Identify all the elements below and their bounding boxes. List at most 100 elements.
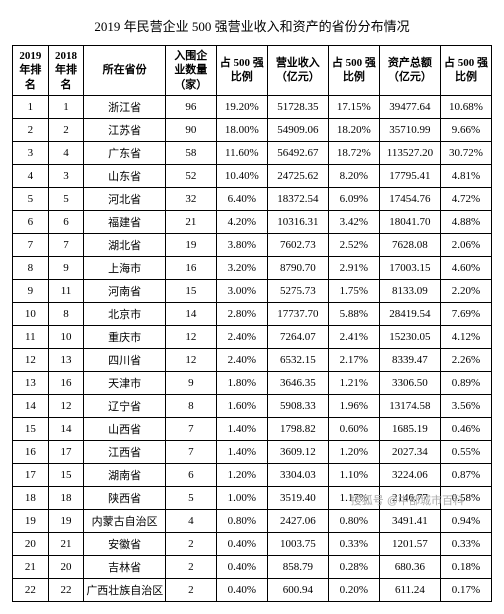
table-cell: 河南省 <box>84 279 166 302</box>
table-cell: 0.20% <box>328 578 379 601</box>
table-cell: 19 <box>48 509 84 532</box>
table-cell: 5 <box>13 187 49 210</box>
table-cell: 0.80% <box>216 509 267 532</box>
table-cell: 1798.82 <box>267 417 328 440</box>
table-cell: 14 <box>48 417 84 440</box>
table-cell: 5 <box>48 187 84 210</box>
table-cell: 1.00% <box>216 486 267 509</box>
table-cell: 10.68% <box>440 95 491 118</box>
table-row: 22江苏省9018.00%54909.0618.20%35710.999.66% <box>13 118 492 141</box>
table-row: 1919内蒙古自治区40.80%2427.060.80%3491.410.94% <box>13 509 492 532</box>
table-cell: 0.40% <box>216 555 267 578</box>
table-cell: 0.18% <box>440 555 491 578</box>
table-cell: 湖南省 <box>84 463 166 486</box>
table-cell: 0.80% <box>328 509 379 532</box>
table-cell: 19.20% <box>216 95 267 118</box>
table-cell: 21 <box>165 210 216 233</box>
column-header: 2018年排名 <box>48 46 84 96</box>
table-cell: 17737.70 <box>267 302 328 325</box>
table-cell: 19 <box>13 509 49 532</box>
table-cell: 9 <box>48 256 84 279</box>
table-cell: 3306.50 <box>379 371 440 394</box>
table-cell: 12 <box>13 348 49 371</box>
table-cell: 8339.47 <box>379 348 440 371</box>
table-cell: 1.60% <box>216 394 267 417</box>
table-cell: 3.56% <box>440 394 491 417</box>
table-cell: 18372.54 <box>267 187 328 210</box>
column-header: 所在省份 <box>84 46 166 96</box>
table-cell: 2146.77 <box>379 486 440 509</box>
table-cell: 内蒙古自治区 <box>84 509 166 532</box>
table-cell: 17 <box>13 463 49 486</box>
table-cell: 山东省 <box>84 164 166 187</box>
table-row: 1110重庆市122.40%7264.072.41%15230.054.12% <box>13 325 492 348</box>
table-cell: 安徽省 <box>84 532 166 555</box>
column-header: 2019年排名 <box>13 46 49 96</box>
table-cell: 5908.33 <box>267 394 328 417</box>
column-header: 入围企业数量（家） <box>165 46 216 96</box>
table-cell: 18041.70 <box>379 210 440 233</box>
table-row: 89上海市163.20%8790.702.91%17003.154.60% <box>13 256 492 279</box>
table-cell: 4 <box>13 164 49 187</box>
table-cell: 3491.41 <box>379 509 440 532</box>
table-cell: 0.58% <box>440 486 491 509</box>
table-cell: 3 <box>13 141 49 164</box>
table-cell: 广西壮族自治区 <box>84 578 166 601</box>
table-cell: 7 <box>13 233 49 256</box>
table-cell: 9 <box>13 279 49 302</box>
table-cell: 福建省 <box>84 210 166 233</box>
table-cell: 0.17% <box>440 578 491 601</box>
table-cell: 51728.35 <box>267 95 328 118</box>
table-cell: 0.60% <box>328 417 379 440</box>
table-row: 43山东省5210.40%24725.628.20%17795.414.81% <box>13 164 492 187</box>
table-cell: 96 <box>165 95 216 118</box>
table-cell: 14 <box>13 394 49 417</box>
table-cell: 0.46% <box>440 417 491 440</box>
table-cell: 1.75% <box>328 279 379 302</box>
table-cell: 17454.76 <box>379 187 440 210</box>
table-cell: 1.21% <box>328 371 379 394</box>
table-cell: 10 <box>13 302 49 325</box>
table-cell: 北京市 <box>84 302 166 325</box>
table-cell: 24725.62 <box>267 164 328 187</box>
table-cell: 7.69% <box>440 302 491 325</box>
table-cell: 1.10% <box>328 463 379 486</box>
table-cell: 0.94% <box>440 509 491 532</box>
table-cell: 2.80% <box>216 302 267 325</box>
table-cell: 4 <box>165 509 216 532</box>
table-cell: 17.15% <box>328 95 379 118</box>
table-cell: 7602.73 <box>267 233 328 256</box>
table-cell: 19 <box>165 233 216 256</box>
table-cell: 4.88% <box>440 210 491 233</box>
table-row: 911河南省153.00%5275.731.75%8133.092.20% <box>13 279 492 302</box>
table-cell: 13 <box>13 371 49 394</box>
table-cell: 8 <box>48 302 84 325</box>
table-cell: 湖北省 <box>84 233 166 256</box>
table-cell: 辽宁省 <box>84 394 166 417</box>
table-cell: 16 <box>48 371 84 394</box>
table-cell: 858.79 <box>267 555 328 578</box>
table-cell: 17 <box>48 440 84 463</box>
table-row: 34广东省5811.60%56492.6718.72%113527.2030.7… <box>13 141 492 164</box>
table-cell: 21 <box>48 532 84 555</box>
table-cell: 17003.15 <box>379 256 440 279</box>
table-cell: 9 <box>165 371 216 394</box>
table-row: 2120吉林省20.40%858.790.28%680.360.18% <box>13 555 492 578</box>
table-cell: 4 <box>48 141 84 164</box>
table-cell: 1.40% <box>216 440 267 463</box>
table-cell: 2027.34 <box>379 440 440 463</box>
column-header: 占 500 强比例 <box>328 46 379 96</box>
table-cell: 8 <box>13 256 49 279</box>
table-cell: 四川省 <box>84 348 166 371</box>
table-cell: 6.09% <box>328 187 379 210</box>
table-cell: 113527.20 <box>379 141 440 164</box>
table-cell: 15 <box>48 463 84 486</box>
table-cell: 2427.06 <box>267 509 328 532</box>
table-row: 1412辽宁省81.60%5908.331.96%13174.583.56% <box>13 394 492 417</box>
table-cell: 10 <box>48 325 84 348</box>
table-cell: 3.42% <box>328 210 379 233</box>
table-row: 1316天津市91.80%3646.351.21%3306.500.89% <box>13 371 492 394</box>
table-cell: 28419.54 <box>379 302 440 325</box>
table-cell: 35710.99 <box>379 118 440 141</box>
table-row: 1818陕西省51.00%3519.401.17%2146.770.58% <box>13 486 492 509</box>
